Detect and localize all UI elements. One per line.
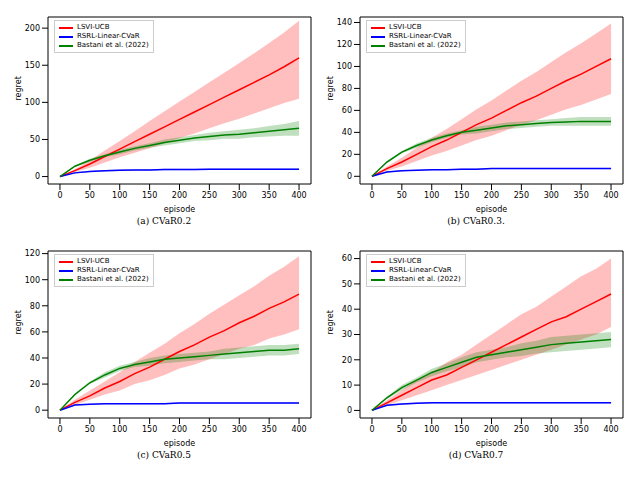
svg-text:regret: regret [326, 310, 335, 334]
svg-text:250: 250 [514, 425, 529, 434]
svg-text:100: 100 [424, 425, 439, 434]
svg-text:300: 300 [544, 191, 559, 200]
svg-text:350: 350 [574, 425, 589, 434]
svg-text:0: 0 [369, 425, 374, 434]
html-text:LSVI-UCB: LSVI-UCB [389, 257, 422, 265]
svg-text:150: 150 [142, 425, 157, 434]
svg-text:400: 400 [291, 425, 306, 434]
svg-text:250: 250 [202, 425, 217, 434]
html-text:RSRL-Linear-CVaR: RSRL-Linear-CVaR [77, 266, 140, 274]
svg-text:150: 150 [454, 191, 469, 200]
svg-text:250: 250 [514, 191, 529, 200]
svg-text:100: 100 [25, 276, 40, 285]
svg-text:30: 30 [342, 330, 352, 339]
svg-text:0: 0 [347, 172, 352, 181]
svg-text:0: 0 [369, 191, 374, 200]
svg-text:400: 400 [603, 191, 618, 200]
svg-text:150: 150 [25, 61, 40, 70]
svg-text:episode: episode [164, 205, 195, 214]
svg-text:episode: episode [476, 205, 507, 214]
html-text:LSVI-UCB: LSVI-UCB [77, 257, 110, 265]
svg-text:350: 350 [574, 191, 589, 200]
svg-text:100: 100 [337, 62, 352, 71]
svg-text:200: 200 [484, 191, 499, 200]
svg-text:20: 20 [342, 356, 352, 365]
svg-text:50: 50 [397, 425, 407, 434]
svg-text:300: 300 [232, 191, 247, 200]
svg-text:250: 250 [202, 191, 217, 200]
svg-text:300: 300 [544, 425, 559, 434]
svg-text:350: 350 [262, 425, 277, 434]
svg-text:350: 350 [262, 191, 277, 200]
html-text:(d) CVaR0.7: (d) CVaR0.7 [448, 450, 504, 460]
svg-text:140: 140 [337, 18, 352, 27]
svg-text:80: 80 [30, 302, 40, 311]
svg-text:20: 20 [342, 150, 352, 159]
html-text:(b) CVaR0.3.: (b) CVaR0.3. [447, 216, 505, 226]
html-text:LSVI-UCB: LSVI-UCB [389, 23, 422, 31]
svg-text:20: 20 [30, 380, 40, 389]
svg-text:regret: regret [14, 310, 23, 334]
svg-text:regret: regret [326, 76, 335, 100]
html-text:Bastani et al. (2022): Bastani et al. (2022) [77, 275, 149, 283]
svg-text:100: 100 [112, 191, 127, 200]
html-text:Bastani et al. (2022): Bastani et al. (2022) [77, 41, 149, 49]
svg-text:40: 40 [342, 128, 352, 137]
svg-text:80: 80 [342, 84, 352, 93]
svg-text:200: 200 [484, 425, 499, 434]
svg-text:120: 120 [25, 249, 40, 258]
svg-text:200: 200 [172, 191, 187, 200]
svg-text:0: 0 [57, 425, 62, 434]
svg-text:120: 120 [337, 40, 352, 49]
svg-text:50: 50 [397, 191, 407, 200]
svg-text:400: 400 [603, 425, 618, 434]
svg-text:60: 60 [342, 106, 352, 115]
html-text:RSRL-Linear-CVaR: RSRL-Linear-CVaR [389, 266, 452, 274]
html-text:Bastani et al. (2022): Bastani et al. (2022) [389, 275, 461, 283]
svg-text:60: 60 [30, 328, 40, 337]
html-text:Bastani et al. (2022): Bastani et al. (2022) [389, 41, 461, 49]
html-text:RSRL-Linear-CVaR: RSRL-Linear-CVaR [389, 32, 452, 40]
svg-text:100: 100 [424, 191, 439, 200]
svg-text:400: 400 [291, 191, 306, 200]
svg-text:100: 100 [112, 425, 127, 434]
svg-text:0: 0 [347, 406, 352, 415]
svg-text:50: 50 [85, 425, 95, 434]
svg-text:150: 150 [454, 425, 469, 434]
html-text:(a) CVaR0.2: (a) CVaR0.2 [136, 216, 192, 226]
svg-text:50: 50 [85, 191, 95, 200]
svg-text:0: 0 [57, 191, 62, 200]
svg-text:60: 60 [342, 254, 352, 263]
svg-text:200: 200 [172, 425, 187, 434]
svg-text:300: 300 [232, 425, 247, 434]
svg-text:episode: episode [476, 439, 507, 448]
svg-text:200: 200 [25, 24, 40, 33]
svg-text:regret: regret [14, 76, 23, 100]
html-text:RSRL-Linear-CVaR: RSRL-Linear-CVaR [77, 32, 140, 40]
svg-text:0: 0 [35, 406, 40, 415]
svg-text:0: 0 [35, 172, 40, 181]
svg-text:40: 40 [342, 305, 352, 314]
svg-text:50: 50 [30, 135, 40, 144]
svg-text:50: 50 [342, 280, 352, 289]
svg-text:150: 150 [142, 191, 157, 200]
svg-text:40: 40 [30, 354, 40, 363]
html-text:LSVI-UCB: LSVI-UCB [77, 23, 110, 31]
html-text:(c) CVaR0.5: (c) CVaR0.5 [137, 450, 191, 460]
svg-text:episode: episode [164, 439, 195, 448]
svg-text:10: 10 [342, 381, 352, 390]
svg-text:100: 100 [25, 98, 40, 107]
